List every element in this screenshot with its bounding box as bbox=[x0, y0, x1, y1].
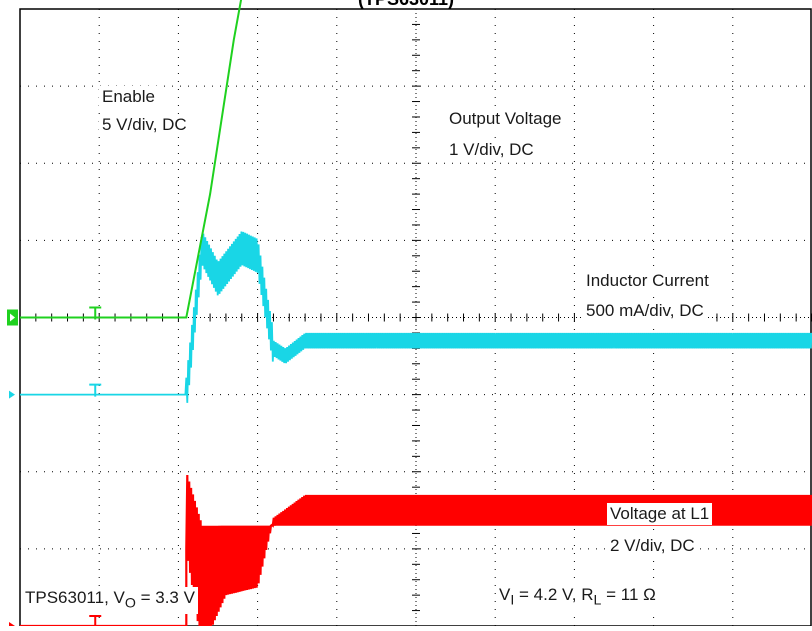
cond-rl-suffix: = 11 Ω bbox=[601, 585, 656, 604]
inductor-current-channel-marker bbox=[9, 390, 15, 399]
voltage-l1-scale-label: 2 V/div, DC bbox=[607, 535, 698, 557]
voltage-l1-channel-marker bbox=[9, 622, 15, 630]
output-voltage-label: Output Voltage bbox=[446, 108, 565, 130]
inductor-current-scale-label: 500 mA/div, DC bbox=[583, 300, 707, 322]
series-line-inductor-current bbox=[20, 231, 812, 403]
voltage-l1-label: Voltage at L1 bbox=[607, 503, 713, 525]
inductor-current-label: Inductor Current bbox=[583, 270, 712, 292]
series-line-voltage-l1 bbox=[20, 474, 812, 631]
cond-vi-subscript: I bbox=[510, 592, 515, 609]
output-voltage-channel-marker-arrow bbox=[10, 313, 15, 322]
device-suffix: = 3.3 V bbox=[135, 588, 195, 607]
cond-vi-prefix: V bbox=[499, 585, 511, 604]
output-voltage-scale-label: 1 V/div, DC bbox=[446, 139, 537, 161]
cond-vi-mid: = 4.2 V, R bbox=[514, 585, 594, 604]
device-subscript: O bbox=[124, 595, 136, 612]
test-condition-label: VI = 4.2 V, RL = 11 Ω bbox=[496, 584, 659, 612]
enable-label: Enable bbox=[99, 86, 158, 108]
device-condition-label: TPS63011, VO = 3.3 V bbox=[22, 587, 198, 615]
chart-title: (TPS63011) bbox=[300, 0, 512, 10]
cond-rl-subscript: L bbox=[593, 592, 602, 609]
enable-scale-label: 5 V/div, DC bbox=[99, 114, 190, 136]
device-prefix: TPS63011, V bbox=[25, 588, 125, 607]
series-line-output-voltage bbox=[20, 0, 243, 319]
